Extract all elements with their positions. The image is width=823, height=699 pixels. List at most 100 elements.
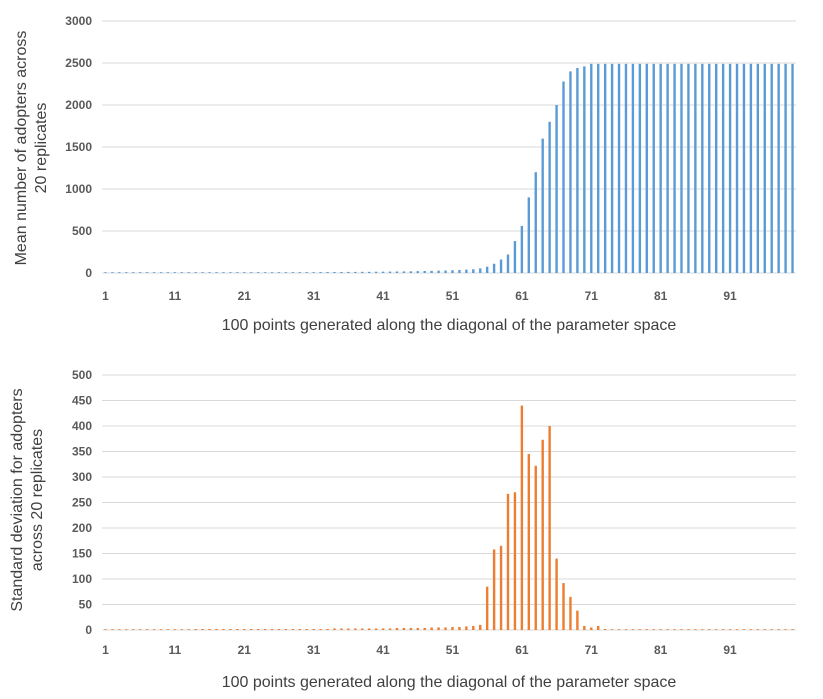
bar (617, 629, 621, 630)
bar (485, 266, 489, 273)
y-tick-label: 250 (72, 496, 92, 510)
bar (714, 63, 718, 274)
x-axis-title: 100 points generated along the diagonal … (222, 317, 677, 334)
bar (645, 63, 648, 274)
x-tick-label: 61 (515, 289, 529, 303)
bar (402, 627, 406, 630)
bar (749, 63, 753, 274)
bar (298, 628, 301, 630)
bar (687, 629, 690, 630)
bar (187, 629, 190, 630)
y-axis-title: Standard deviation for adopters across 20… (9, 388, 46, 611)
bar (194, 272, 197, 273)
bar (229, 272, 232, 273)
bar (173, 272, 177, 273)
x-tick-label: 61 (515, 643, 529, 657)
bar (270, 628, 274, 630)
bar (270, 272, 274, 273)
x-tick-label: 21 (238, 643, 252, 657)
bar (590, 627, 593, 630)
bar (555, 558, 558, 630)
bar (152, 629, 156, 630)
bar (347, 271, 350, 273)
bar (118, 272, 121, 273)
x-tick-label: 51 (446, 643, 460, 657)
bar (187, 272, 190, 273)
bar (583, 625, 586, 630)
bar (277, 628, 281, 630)
bar (708, 63, 711, 274)
bar (305, 628, 308, 630)
bar (243, 628, 246, 630)
std-adopters-chart: 0 50 100 150 200 250 300 350 400 450 500 1 11 21 31 41 5… (0, 352, 823, 699)
bar (229, 628, 232, 630)
bar (354, 271, 357, 273)
bar (118, 629, 121, 630)
x-tick-label: 81 (654, 643, 668, 657)
bar (305, 272, 308, 273)
bar (687, 63, 690, 274)
bar (111, 629, 114, 630)
bar (680, 629, 683, 630)
bar (298, 272, 301, 273)
bar (180, 629, 184, 630)
bar (402, 271, 406, 273)
x-tick-label: 1 (102, 289, 109, 303)
y-tick-label: 500 (72, 224, 92, 238)
bar (152, 272, 156, 273)
bar (340, 271, 343, 273)
bar (388, 628, 392, 630)
bar (520, 405, 524, 630)
bar (534, 465, 537, 630)
bar (458, 626, 461, 630)
bar (437, 627, 440, 630)
bar (659, 629, 662, 630)
bar (520, 225, 524, 273)
bar (208, 272, 211, 273)
bar (291, 272, 295, 273)
bar (409, 627, 413, 630)
bar (777, 63, 780, 274)
bar (340, 628, 343, 630)
bar (326, 628, 329, 630)
x-tick-label: 51 (446, 289, 460, 303)
bar (104, 629, 107, 630)
bar (409, 271, 413, 273)
bar (610, 63, 614, 274)
x-tick-label: 41 (376, 643, 390, 657)
bar (492, 263, 496, 273)
bar (125, 272, 128, 273)
x-tick-label: 71 (585, 643, 599, 657)
y-tick-label: 450 (72, 394, 92, 408)
y-tick-label: 1500 (65, 140, 92, 154)
bar (735, 629, 739, 630)
bar (499, 259, 503, 273)
mean-adopters-chart: 0 500 1000 1500 2000 2500 3000 1 11 21 31 41 51 61 71 8… (0, 0, 823, 345)
bar (367, 628, 371, 630)
bar (159, 272, 163, 273)
bar (437, 270, 440, 273)
x-tick-label: 1 (102, 643, 109, 657)
bar (236, 272, 239, 273)
bar (208, 628, 211, 630)
y-axis-title: Mean number of adopters across 20 replica… (13, 31, 50, 266)
bar (791, 629, 794, 630)
bar (166, 629, 170, 630)
bar (603, 63, 607, 274)
bar (381, 628, 385, 630)
bar (555, 105, 558, 273)
bar (145, 272, 149, 273)
bar (333, 628, 336, 630)
bar (763, 629, 766, 630)
bar (472, 269, 475, 273)
y-tick-label: 500 (72, 368, 92, 382)
bar (333, 271, 336, 273)
bar (548, 121, 551, 273)
bar (104, 272, 107, 273)
bar (617, 63, 621, 274)
bar (138, 629, 142, 630)
bar (777, 629, 780, 630)
x-tick-label: 41 (376, 289, 390, 303)
bar (111, 272, 114, 273)
